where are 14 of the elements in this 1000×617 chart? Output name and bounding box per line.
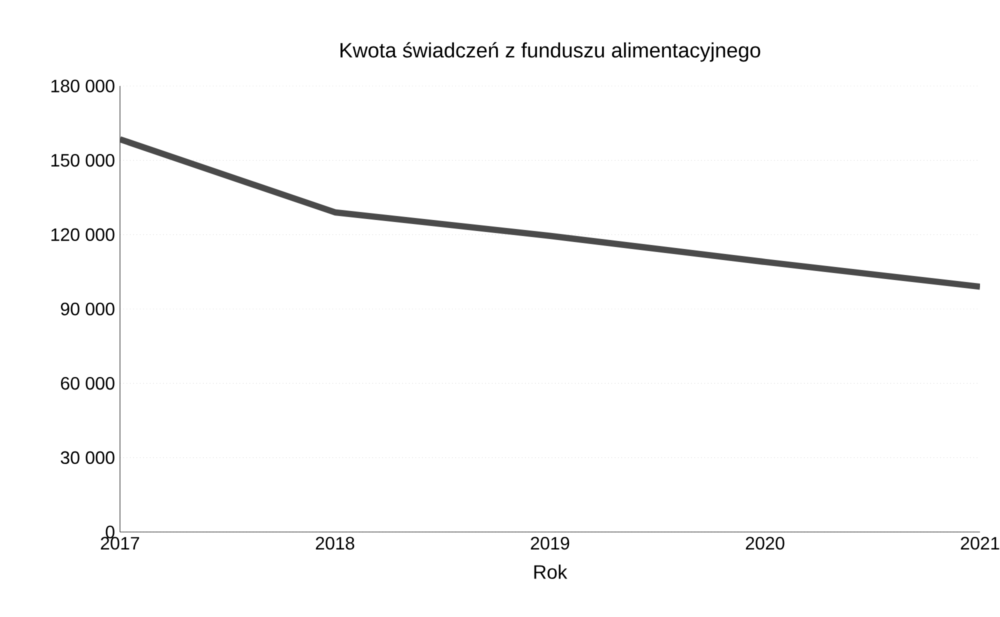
y-tick-label: 30 000	[60, 451, 114, 464]
y-tick-label: 0	[106, 526, 114, 538]
y-tick-label: 90 000	[60, 302, 114, 316]
x-axis-title: Rok	[534, 564, 568, 579]
y-tick-label: 60 000	[61, 376, 114, 390]
y-tick-label: 120 000	[51, 228, 114, 242]
x-tick-label: 2021	[960, 536, 1000, 550]
y-tick-label: 150 000	[51, 154, 114, 167]
x-tick-label: 2019	[530, 536, 570, 550]
x-tick-label: 2017	[100, 536, 140, 550]
x-tick-label: 2020	[746, 536, 784, 550]
chart-title: Kwota świadczeń z funduszu alimentacyjnego	[340, 42, 760, 62]
x-tick-label: 2018	[316, 536, 354, 550]
y-tick-label: 180 000	[51, 80, 114, 92]
